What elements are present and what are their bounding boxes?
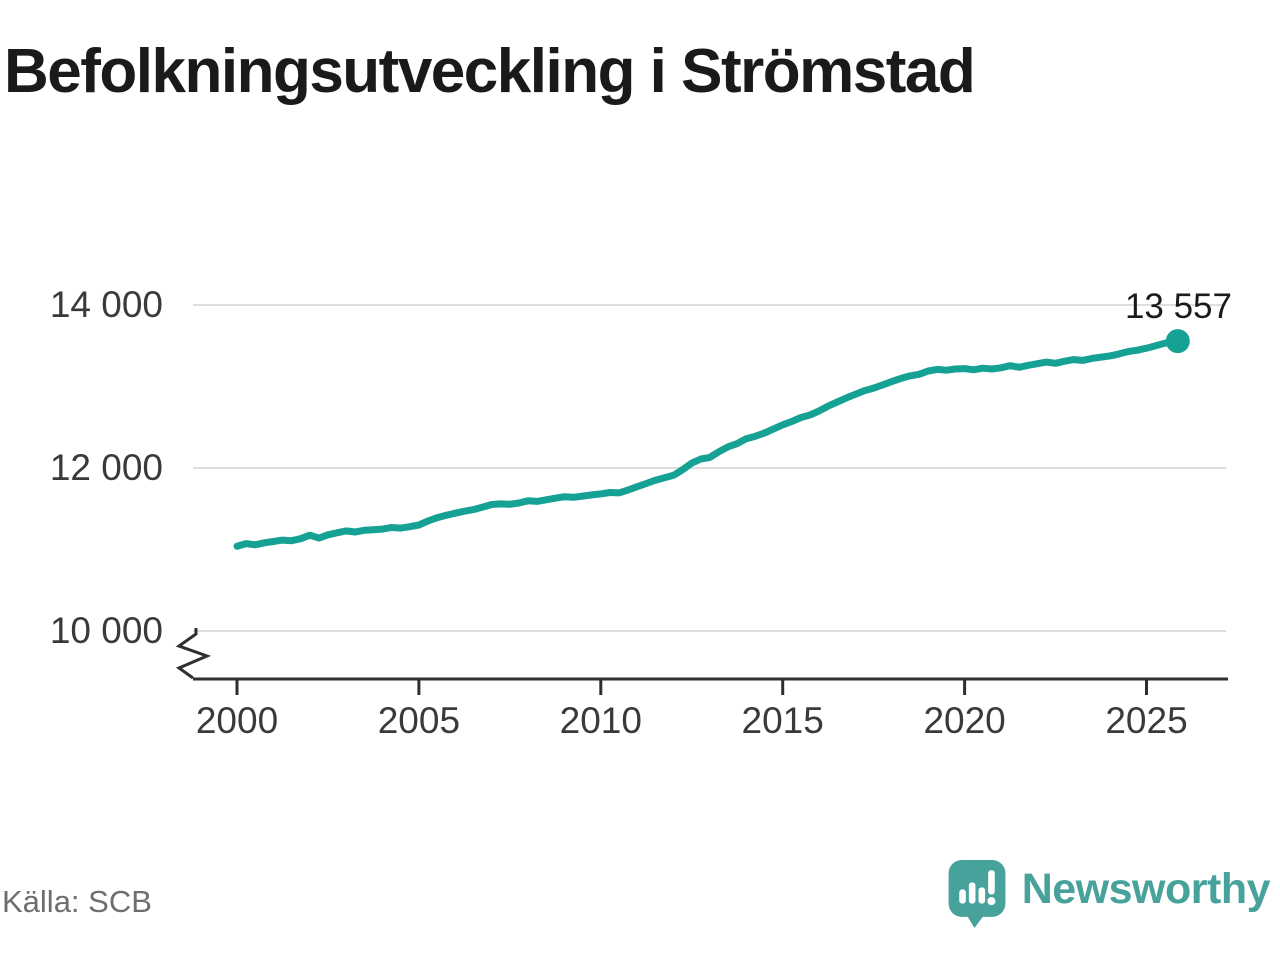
last-value-label: 13 557: [1124, 287, 1232, 327]
newsworthy-logo-text: Newsworthy: [1021, 865, 1271, 913]
source-text: Källa: SCB: [2, 884, 152, 919]
chart-title: Befolkningsutveckling i Strömstad: [4, 37, 976, 106]
population-line: [233, 337, 1178, 550]
newsworthy-logo-icon: [948, 860, 1006, 928]
x-axis-ticks: [235, 679, 1148, 695]
x-tick-label: 2005: [377, 700, 461, 741]
newsworthy-brand: Newsworthy: [948, 860, 1271, 929]
y-tick-label: 12 000: [49, 447, 163, 488]
series-end-dot: [1165, 329, 1190, 354]
x-tick-label: 2020: [923, 700, 1006, 741]
x-tick-label: 2010: [559, 700, 642, 741]
y-tick-label: 14 000: [49, 284, 163, 325]
y-tick-label: 10 000: [49, 610, 163, 651]
y-axis-break-icon: [175, 628, 212, 680]
x-tick-label: 2025: [1105, 700, 1188, 741]
x-tick-label: 2015: [741, 700, 824, 741]
x-tick-label: 2000: [195, 700, 279, 741]
gridlines: [193, 304, 1226, 632]
